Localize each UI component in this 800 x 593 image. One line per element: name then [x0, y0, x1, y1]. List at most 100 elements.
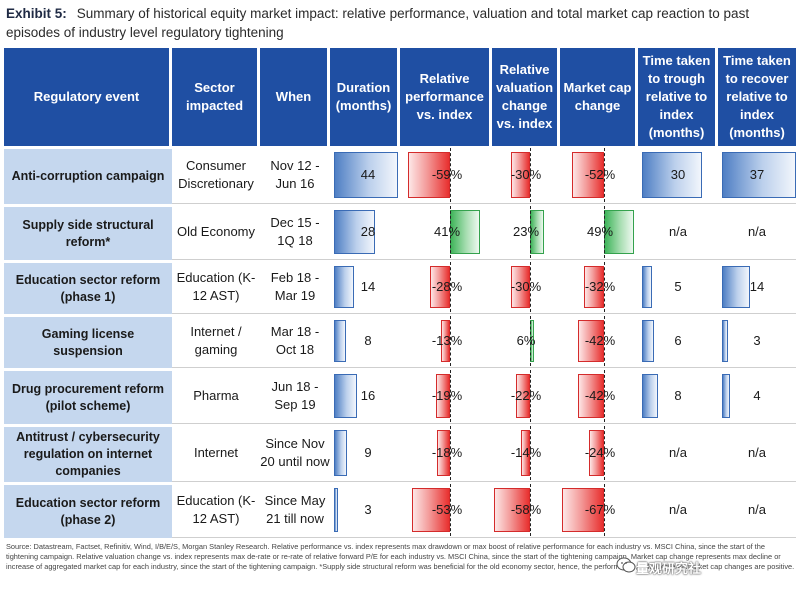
cell-when: Since Nov 20 until now [260, 436, 330, 469]
cell-relperf: -19% [431, 388, 463, 403]
row-divider [172, 423, 796, 424]
row-event-label: Anti-corruption campaign [4, 146, 172, 204]
row-divider [172, 367, 796, 368]
cell-relval: -30% [510, 167, 542, 182]
cell-relval: -14% [510, 445, 542, 460]
relperf-zero-line [450, 484, 451, 536]
cell-recover: n/a [747, 224, 767, 239]
cell-mcap: -42% [584, 333, 616, 348]
cell-trough: 8 [674, 388, 682, 403]
cell-sector: Old Economy [176, 224, 256, 239]
row-event-label: Drug procurement reform (pilot scheme) [4, 368, 172, 424]
relperf-bar [429, 266, 450, 308]
mcap-bar [577, 320, 604, 362]
relperf-bar [436, 374, 450, 418]
row-divider [172, 481, 796, 482]
wechat-icon [616, 557, 636, 573]
row-event-label: Antitrust / cybersecurity regulation on … [4, 424, 172, 482]
cell-relperf: -18% [431, 445, 463, 460]
mcap-bar [589, 430, 604, 476]
summary-table: Regulatory event Sector impacted When Du… [4, 48, 796, 538]
cell-recover: 14 [749, 279, 765, 294]
relval-bar [511, 266, 530, 308]
cell-trough: 6 [674, 333, 682, 348]
cell-trough: n/a [668, 224, 688, 239]
relperf-bar [407, 152, 450, 198]
mcap-zero-line [604, 316, 605, 366]
row-divider [172, 203, 796, 204]
cell-trough: 5 [674, 279, 682, 294]
relval-zero-line [530, 206, 531, 258]
relval-bar [494, 488, 530, 532]
cell-mcap: -42% [584, 388, 616, 403]
trough-bar [642, 152, 702, 198]
cell-when: Jun 18 - Sep 19 [271, 379, 319, 412]
cell-duration: 44 [360, 167, 376, 182]
duration-bar [334, 430, 348, 476]
mcap-bar [577, 374, 604, 418]
cell-sector: Pharma [193, 388, 239, 403]
cell-trough: n/a [668, 502, 688, 517]
duration-bar [334, 266, 355, 308]
cell-duration: 14 [360, 279, 376, 294]
relval-zero-line [530, 426, 531, 480]
cell-duration: 16 [360, 388, 376, 403]
cell-duration: 28 [360, 224, 376, 239]
cell-relperf: 41% [433, 224, 461, 239]
mcap-zero-line [604, 206, 605, 258]
recover-bar [722, 374, 730, 418]
relperf-zero-line [450, 262, 451, 312]
row-divider [172, 537, 796, 538]
cell-relperf: -59% [431, 167, 463, 182]
row-divider [172, 313, 796, 314]
mcap-zero-line [604, 426, 605, 480]
relval-bar [511, 152, 530, 198]
cell-relperf: -13% [431, 333, 463, 348]
cell-relval: 6% [516, 333, 536, 348]
relval-zero-line [530, 262, 531, 312]
cell-mcap: -24% [584, 445, 616, 460]
cell-when: Mar 18 - Oct 18 [270, 324, 320, 357]
trough-bar [642, 320, 654, 362]
trough-bar [642, 266, 652, 308]
header-when: When [260, 48, 330, 146]
duration-bar [334, 152, 398, 198]
header-relperf: Relative performance vs. index [400, 48, 492, 146]
mcap-zero-line [604, 262, 605, 312]
row-event-label: Education sector reform (phase 2) [4, 482, 172, 538]
cell-sector: Internet [193, 445, 239, 460]
cell-relval: -30% [510, 279, 542, 294]
relval-zero-line [530, 370, 531, 422]
trough-bar [642, 374, 658, 418]
row-event-label: Gaming license suspension [4, 314, 172, 368]
cell-relperf: -53% [431, 502, 463, 517]
cell-sector: Consumer Discretionary [178, 158, 254, 191]
cell-recover: n/a [747, 445, 767, 460]
cell-relval: 23% [512, 224, 540, 239]
cell-recover: 3 [753, 333, 761, 348]
footnote: Source: Datastream, Factset, Refinitiv, … [6, 542, 795, 571]
recover-bar [722, 320, 728, 362]
relval-bar [516, 374, 530, 418]
cell-duration: 8 [364, 333, 372, 348]
header-trough: Time taken to trough relative to index (… [638, 48, 718, 146]
header-event: Regulatory event [4, 48, 172, 146]
duration-bar [334, 374, 358, 418]
cell-relval: -22% [510, 388, 542, 403]
cell-recover: n/a [747, 502, 767, 517]
cell-recover: 37 [749, 167, 765, 182]
cell-mcap: -67% [584, 502, 616, 517]
cell-mcap: 49% [586, 224, 614, 239]
row-divider [172, 259, 796, 260]
relval-zero-line [530, 148, 531, 202]
recover-bar [722, 266, 750, 308]
relperf-bar [411, 488, 450, 532]
cell-duration: 3 [364, 502, 372, 517]
mcap-bar [562, 488, 604, 532]
table-header [4, 48, 796, 146]
mcap-zero-line [604, 370, 605, 422]
cell-mcap: -52% [584, 167, 616, 182]
cell-duration: 9 [364, 445, 372, 460]
relval-zero-line [530, 484, 531, 536]
row-event-label: Education sector reform (phase 1) [4, 260, 172, 314]
